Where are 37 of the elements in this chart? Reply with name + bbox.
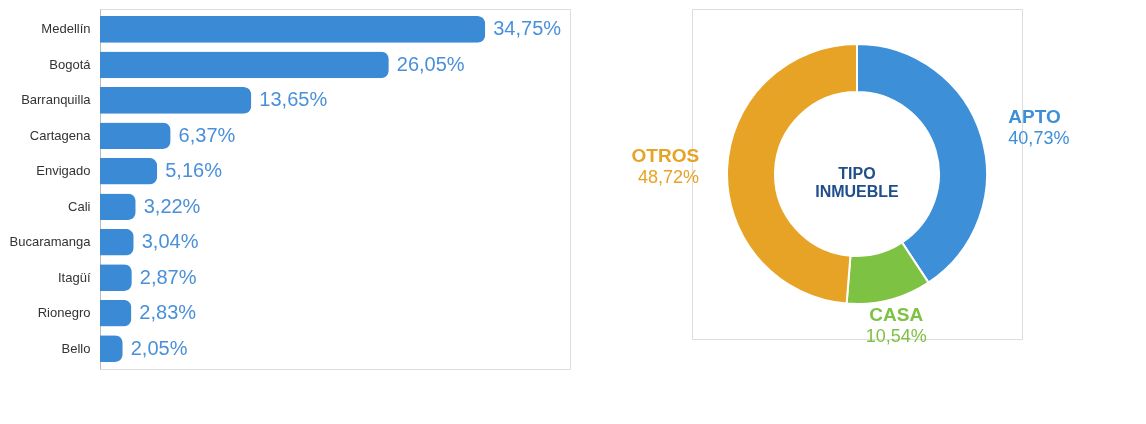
slice-label: APTO — [1008, 105, 1061, 127]
bar — [100, 299, 132, 327]
data-label: 2,83% — [139, 301, 197, 324]
y-tick-label: Barranquilla — [21, 92, 92, 108]
text: TIPO INMUEBLE — [815, 165, 900, 200]
bar — [100, 264, 132, 291]
data-label: 34,75% — [493, 17, 562, 40]
y-tick-label: Medellín — [41, 21, 91, 37]
bar — [100, 193, 136, 221]
data-label: 2,87% — [139, 265, 197, 288]
slice-label: CASA — [869, 304, 924, 326]
bar — [100, 335, 123, 362]
bar — [100, 157, 158, 185]
bar — [100, 228, 134, 256]
y-tick-label: Itagüí — [57, 269, 91, 285]
data-label: 6,37% — [178, 123, 236, 146]
bar — [100, 87, 252, 114]
data-label: 26,05% — [396, 52, 465, 75]
bar — [100, 16, 486, 43]
y-tick-label: Bello — [61, 340, 91, 356]
data-label: 5,16% — [165, 159, 223, 182]
y-tick-label: Bucaramanga — [9, 234, 92, 250]
data-label: 13,65% — [259, 88, 328, 111]
y-tick-label: Cartagena — [29, 127, 92, 143]
data-label: 48,72% — [638, 166, 700, 187]
slice-label: OTROS — [631, 144, 700, 166]
data-label: 10,54% — [865, 326, 927, 347]
y-tick-label: Cali — [68, 198, 91, 214]
y-tick-label: Rionegro — [37, 305, 91, 321]
y-tick-label: Bogotá — [49, 56, 92, 72]
data-label: 3,22% — [143, 194, 201, 217]
y-tick-label: Envigado — [36, 163, 91, 179]
data-label: 3,04% — [141, 230, 199, 253]
data-label: 2,05% — [130, 336, 188, 359]
bar — [100, 51, 389, 79]
bar — [100, 122, 171, 150]
data-label: 40,73% — [1008, 127, 1070, 148]
